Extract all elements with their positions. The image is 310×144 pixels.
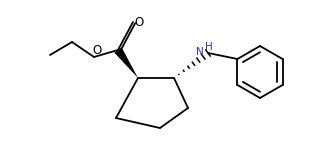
Text: N: N [196, 47, 204, 57]
Text: H: H [205, 42, 213, 52]
Text: O: O [134, 17, 144, 30]
Text: O: O [92, 43, 102, 56]
Polygon shape [114, 47, 138, 78]
